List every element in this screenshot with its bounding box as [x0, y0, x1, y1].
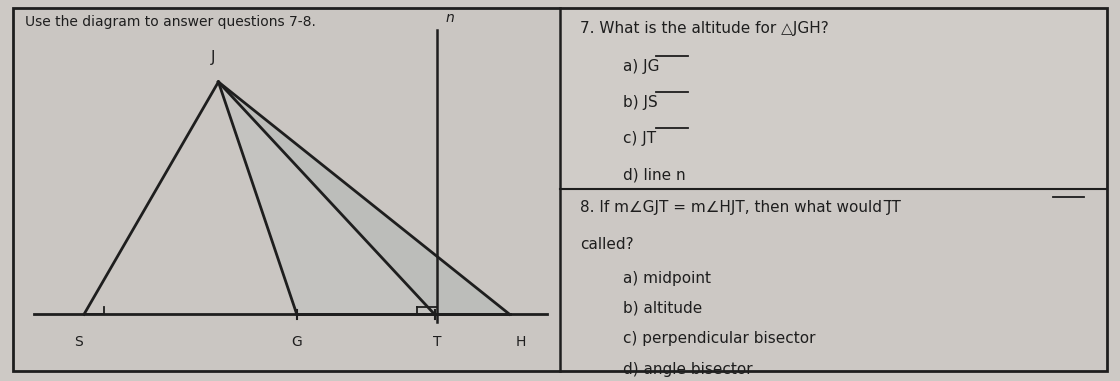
Polygon shape [218, 82, 510, 314]
Text: 8. If m∠GJT = m∠HJT, then what would J̅T̅: 8. If m∠GJT = m∠HJT, then what would J̅T… [580, 200, 900, 215]
Text: a) midpoint: a) midpoint [623, 271, 711, 285]
Text: 7. What is the altitude for △JGH?: 7. What is the altitude for △JGH? [580, 21, 829, 36]
Bar [560, 189, 1107, 371]
Text: n: n [446, 11, 455, 25]
Text: a) JG: a) JG [623, 59, 660, 74]
Bar [560, 10, 1107, 189]
Text: d) line n: d) line n [623, 168, 685, 182]
Text: b) JS: b) JS [623, 95, 657, 110]
Text: S: S [74, 335, 83, 349]
Text: G: G [291, 335, 302, 349]
Text: J: J [211, 50, 215, 65]
Text: c) perpendicular bisector: c) perpendicular bisector [623, 331, 815, 346]
Text: d) angle bisector: d) angle bisector [623, 362, 753, 377]
Bar [13, 8, 560, 371]
Text: T: T [432, 335, 441, 349]
Text: b) altitude: b) altitude [623, 301, 702, 316]
Text: Use the diagram to answer questions 7-8.: Use the diagram to answer questions 7-8. [25, 15, 316, 29]
Polygon shape [218, 82, 435, 314]
Text: c) JT: c) JT [623, 131, 656, 146]
Text: called?: called? [580, 237, 634, 252]
Text: H: H [515, 335, 526, 349]
